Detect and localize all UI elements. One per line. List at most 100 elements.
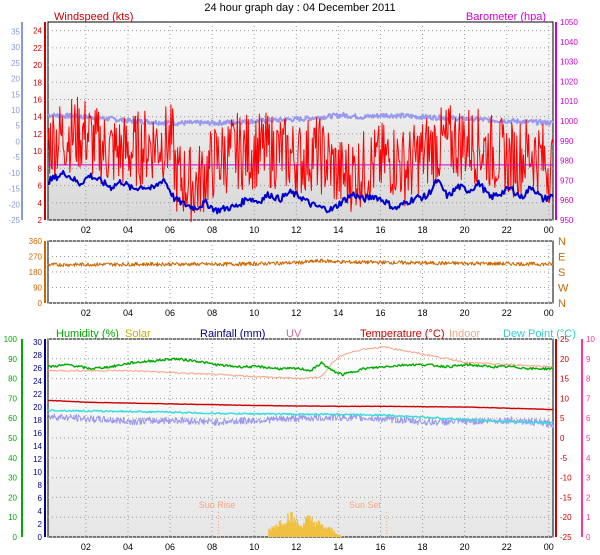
hum-xtick-06: 06: [165, 542, 175, 552]
baro-tick-960: 960: [560, 196, 574, 205]
wind-xtick-02: 02: [81, 225, 91, 235]
temp-tick--15: -15: [560, 493, 572, 502]
indoor-legend: Indoor: [449, 328, 481, 340]
dir-compass-E-3: E: [558, 252, 565, 264]
wind-tick-10: 10: [33, 147, 42, 156]
temperature-line: [47, 399, 553, 411]
left-temp-tick-25: 25: [11, 59, 20, 68]
hum-xtick-04: 04: [123, 542, 133, 552]
rain-tick-20: 20: [33, 403, 42, 412]
dir-compass-N-0: N: [558, 298, 566, 310]
humidity-line: [47, 357, 554, 377]
wind-tick-2: 2: [38, 216, 43, 225]
baro-tick-1010: 1010: [560, 97, 578, 106]
hum-xtick-08: 08: [207, 542, 217, 552]
rain-tick-18: 18: [33, 416, 42, 425]
baro-tick-1050: 1050: [560, 18, 578, 27]
rain-tick-10: 10: [33, 468, 42, 477]
uv-tick-2: 2: [586, 493, 591, 502]
dir-xtick-06: 06: [165, 308, 175, 318]
temp-tick-20: 20: [560, 355, 569, 364]
wind-xtick-12: 12: [291, 225, 301, 235]
dir-xtick-10: 10: [249, 308, 259, 318]
rain-tick-22: 22: [33, 390, 42, 399]
uv-tick-10: 10: [586, 335, 595, 344]
temp-tick--5: -5: [560, 454, 568, 463]
dir-xtick-04: 04: [123, 308, 133, 318]
humidity-tick-70: 70: [8, 394, 17, 403]
left-temp-tick-5: 5: [16, 122, 21, 131]
humidity-tick-100: 100: [4, 335, 18, 344]
dir-compass-W-1: W: [558, 283, 569, 295]
left-temp-tick-10: 10: [11, 106, 20, 115]
left-temp-tick-0: 0: [16, 137, 21, 146]
humidity-tick-20: 20: [8, 493, 17, 502]
dir-xtick-20: 20: [460, 308, 470, 318]
baro-tick-980: 980: [560, 157, 574, 166]
dew-point-line: [47, 409, 554, 425]
wind-tick-14: 14: [33, 113, 42, 122]
hum-xtick-02: 02: [81, 542, 91, 552]
rain-tick-4: 4: [38, 507, 43, 516]
baro-tick-1000: 1000: [560, 117, 578, 126]
rain-tick-12: 12: [33, 455, 42, 464]
wind-tick-24: 24: [33, 27, 42, 36]
humidity-tick-10: 10: [8, 513, 17, 522]
dir-tick-360: 360: [29, 237, 43, 246]
baro-tick-990: 990: [560, 137, 574, 146]
dir-tick-270: 270: [29, 253, 43, 262]
left-temp-tick--5: -5: [13, 153, 21, 162]
humidity-tick-30: 30: [8, 474, 17, 483]
temp-tick-0: 0: [560, 434, 565, 443]
sun-set-label: Sun Set: [349, 500, 382, 510]
humidity-tick-0: 0: [13, 533, 18, 542]
rain-tick-30: 30: [33, 338, 42, 347]
dir-xtick-16: 16: [375, 308, 385, 318]
wind-xtick-06: 06: [165, 225, 175, 235]
uv-tick-8: 8: [586, 375, 591, 384]
temp-tick--20: -20: [560, 513, 572, 522]
rain-tick-24: 24: [33, 377, 42, 386]
left-temp-tick--10: -10: [8, 169, 20, 178]
wind-tick-6: 6: [38, 182, 43, 191]
wind-xtick-10: 10: [249, 225, 259, 235]
left-temp-tick--20: -20: [8, 200, 20, 209]
rain-tick-2: 2: [38, 520, 43, 529]
hum-xtick-12: 12: [291, 542, 301, 552]
temp-tick-5: 5: [560, 414, 565, 423]
wind-tick-18: 18: [33, 78, 42, 87]
wind-tick-22: 22: [33, 44, 42, 53]
dir-xtick-14: 14: [333, 308, 343, 318]
wind-tick-4: 4: [38, 199, 43, 208]
uv-tick-9: 9: [586, 355, 591, 364]
wind-xtick-22: 22: [502, 225, 512, 235]
dir-tick-0: 0: [38, 299, 43, 308]
wind-tick-12: 12: [33, 130, 42, 139]
wind-xtick-18: 18: [418, 225, 428, 235]
baro-tick-1030: 1030: [560, 58, 578, 67]
left-temp-tick-35: 35: [11, 27, 20, 36]
dir-xtick-00: 00: [544, 308, 554, 318]
average-wind-line: [47, 169, 554, 215]
humidity-tick-50: 50: [8, 434, 17, 443]
baro-tick-1040: 1040: [560, 38, 578, 47]
wind-xtick-16: 16: [375, 225, 385, 235]
hum-xtick-20: 20: [460, 542, 470, 552]
wind-xtick-20: 20: [460, 225, 470, 235]
dir-tick-90: 90: [33, 284, 42, 293]
rain-tick-28: 28: [33, 351, 42, 360]
temp-tick-15: 15: [560, 375, 569, 384]
temp-tick-10: 10: [560, 394, 569, 403]
indoor-temp-line: [47, 345, 554, 380]
hum-xtick-14: 14: [333, 542, 343, 552]
rain-tick-26: 26: [33, 364, 42, 373]
humidity-tick-90: 90: [8, 355, 17, 364]
baro-tick-1020: 1020: [560, 77, 578, 86]
dir-tick-180: 180: [29, 268, 43, 277]
wind-tick-8: 8: [38, 164, 43, 173]
wind-xtick-04: 04: [123, 225, 133, 235]
uv-tick-1: 1: [586, 513, 591, 522]
dir-compass-S-2: S: [558, 267, 565, 279]
uv-tick-0: 0: [586, 533, 591, 542]
